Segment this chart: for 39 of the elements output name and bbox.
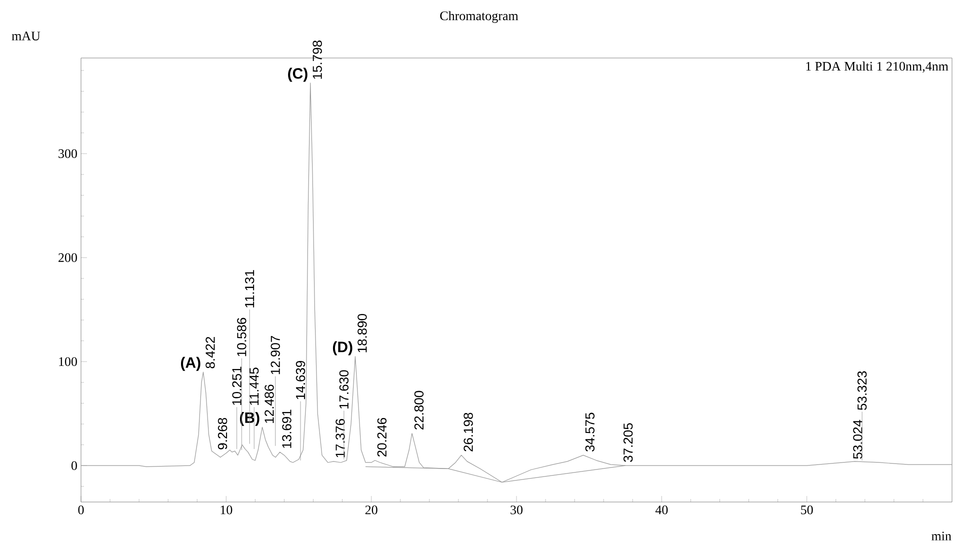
annotation: 18.890 [358,314,367,352]
annotation: 37.205 [623,423,633,462]
annotation: 8.422 [206,336,215,368]
x-tick-label: 40 [655,506,668,514]
y-tick-label: 300 [58,149,77,158]
annotation: 22.800 [414,390,424,430]
annotation: 10.251 [232,366,242,405]
x-axis-title: min [932,532,952,540]
annotation: 53.024 [853,420,862,459]
annotation: 10.586 [237,318,246,356]
annotation: 11.131 [244,270,254,308]
annotation: 20.246 [377,418,387,457]
annotation: 12.907 [270,336,280,374]
annotation: (B) [240,412,260,426]
x-tick-label: 20 [365,506,378,514]
annotation: 11.445 [250,368,259,405]
annotation: 1 PDA Multi 1 210nm,4nm [806,62,948,73]
annotation: 17.630 [339,370,349,408]
annotation: 12.486 [264,384,274,423]
x-tick-label: 30 [510,506,523,514]
annotation: 9.268 [218,418,228,450]
annotation: 26.198 [464,412,473,452]
y-tick-label: 200 [58,253,77,262]
y-axis-title: mAU [12,32,40,40]
annotation: 34.575 [585,412,595,452]
annotation: (C) [288,68,308,82]
chart-title: Chromatogram [440,11,518,23]
x-tick-label: 0 [78,506,84,514]
annotation: 17.376 [336,419,345,458]
annotation: 53.323 [857,371,867,410]
annotation: 15.798 [312,40,322,79]
annotation: (A) [180,356,200,371]
annotation: 14.639 [296,360,306,400]
y-tick-label: 100 [59,357,77,366]
x-tick-label: 10 [220,506,232,514]
annotation: (D) [332,341,352,356]
annotation: 13.691 [282,410,292,448]
y-tick-label: 0 [71,461,77,470]
x-tick-label: 50 [801,506,813,514]
